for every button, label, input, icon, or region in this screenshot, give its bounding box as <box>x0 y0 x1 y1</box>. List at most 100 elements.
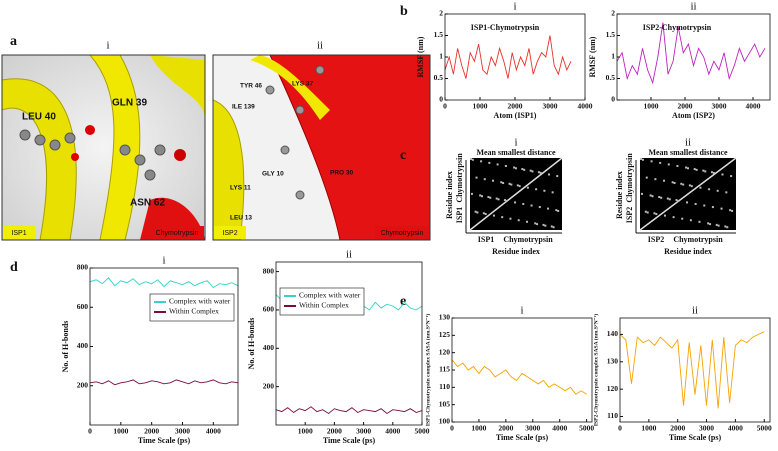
series-line <box>619 331 765 409</box>
x-tick-label: 1000 <box>641 424 656 433</box>
residue-label: LEU 40 <box>22 112 56 123</box>
contact-dot <box>717 224 720 227</box>
legend-label: Complex with water <box>169 297 231 306</box>
contact-dot <box>539 171 542 174</box>
contact-dot <box>551 191 554 194</box>
contact-dot <box>730 175 733 178</box>
subpanel-title: ii <box>317 40 323 52</box>
contact-dot <box>686 201 689 204</box>
x-axis-label: Atom (ISP1) <box>494 111 537 120</box>
residue-label: LYS 11 <box>230 185 251 192</box>
y-tick-label: 130 <box>439 313 451 322</box>
y-tick-label: 600 <box>77 302 89 311</box>
contact-dot <box>488 161 491 164</box>
y-axis-label: ISP2-Chymotrypsin complex SASA (nm.S²N⁻¹… <box>592 314 599 426</box>
contact-dot <box>538 206 541 209</box>
contact-dot <box>484 213 487 216</box>
partner-tag <box>150 226 204 239</box>
chart-title: i <box>513 1 516 13</box>
x-tick-label: 2000 <box>327 427 342 436</box>
contact-dot <box>501 216 504 219</box>
contact-dot <box>681 217 684 220</box>
legend-box <box>279 287 365 316</box>
x-tick-label: 0 <box>450 424 454 433</box>
contact-dot <box>514 201 517 204</box>
contact-dot <box>534 222 537 225</box>
y-tick-label: 0.5 <box>606 73 616 82</box>
contact-dot <box>479 194 482 197</box>
y-axis-label: Residue index <box>615 171 624 219</box>
y-axis-label: RMSF (nm) <box>588 36 597 77</box>
chart-title: i <box>520 305 523 317</box>
residue-label: TYR 46 <box>240 83 262 90</box>
contact-dot <box>543 189 546 192</box>
contact-dot <box>667 163 670 166</box>
contact-dot <box>673 182 676 185</box>
contact-dot <box>689 219 692 222</box>
contact-dot <box>547 173 550 176</box>
contact-dot <box>675 199 678 202</box>
contact-dot <box>682 183 685 186</box>
contact-dot <box>672 216 675 219</box>
contact-dot <box>492 214 495 217</box>
contact-dot <box>526 186 529 189</box>
contact-dot <box>542 223 545 226</box>
image-frame <box>212 54 431 241</box>
legend-label: Within Complex <box>299 301 349 310</box>
partner-label: Chymotrypsin <box>625 153 634 203</box>
contact-dot <box>481 195 484 198</box>
map-heading: Mean smallest distance <box>476 148 556 157</box>
plot-frame <box>89 267 239 426</box>
partner-tag <box>375 226 429 239</box>
x-tick-label: 1000 <box>113 427 128 436</box>
x-tick-label: 2000 <box>508 102 523 111</box>
residue-label: LEU 13 <box>230 215 252 222</box>
contact-dot <box>640 158 642 160</box>
x-tick-label: 3000 <box>356 427 371 436</box>
contact-dot <box>474 210 477 213</box>
contact-dot <box>654 178 657 181</box>
contact-dot <box>666 197 669 200</box>
y-axis-label: Residue index <box>445 171 454 219</box>
contact-dot <box>695 168 698 171</box>
contact-dot <box>517 219 520 222</box>
contact-dot <box>725 191 728 194</box>
contact-dot <box>535 188 538 191</box>
contact-dot <box>671 181 674 184</box>
protein-label: ISP1 <box>11 230 26 237</box>
x-tick-label: 1000 <box>473 102 488 111</box>
y-tick-label: 0 <box>439 95 443 104</box>
contact-dot <box>688 184 691 187</box>
contact-dot <box>495 197 498 200</box>
contact-dot <box>698 220 701 223</box>
contact-dot <box>480 160 483 163</box>
contact-dot <box>529 169 532 172</box>
contact-dot <box>470 158 472 160</box>
contact-dot <box>504 164 507 167</box>
contact-dot <box>537 171 540 174</box>
contact-dot <box>496 163 499 166</box>
panel-label: d <box>10 260 18 275</box>
contact-dot <box>702 169 705 172</box>
contact-dot <box>712 171 715 174</box>
x-tick-label: 0 <box>443 102 447 111</box>
x-tick-label: 3000 <box>699 424 714 433</box>
contact-dot <box>709 223 712 226</box>
legend-box <box>149 293 235 322</box>
residue-label: GLN 39 <box>112 98 147 109</box>
y-tick-label: 130 <box>607 357 619 366</box>
contact-dot <box>699 186 702 189</box>
contact-dot <box>686 167 689 170</box>
panel-label: e <box>400 294 406 309</box>
chart-title: i <box>162 255 165 267</box>
contact-dot <box>518 185 521 188</box>
y-tick-label: 125 <box>439 330 451 339</box>
contact-dot <box>690 185 693 188</box>
contact-dot <box>556 175 559 178</box>
residue-label: PRO 30 <box>330 170 354 177</box>
map-diagonal <box>469 157 563 231</box>
y-tick-label: 1.5 <box>434 30 444 39</box>
y-tick-label: 800 <box>77 263 89 272</box>
y-axis-label: No. of H-bonds <box>61 321 70 373</box>
y-tick-label: 0.5 <box>434 73 444 82</box>
